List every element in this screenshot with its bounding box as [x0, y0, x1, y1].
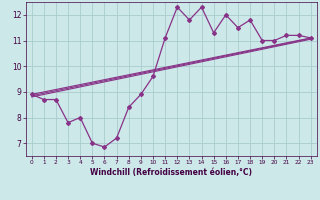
X-axis label: Windchill (Refroidissement éolien,°C): Windchill (Refroidissement éolien,°C) [90, 168, 252, 177]
